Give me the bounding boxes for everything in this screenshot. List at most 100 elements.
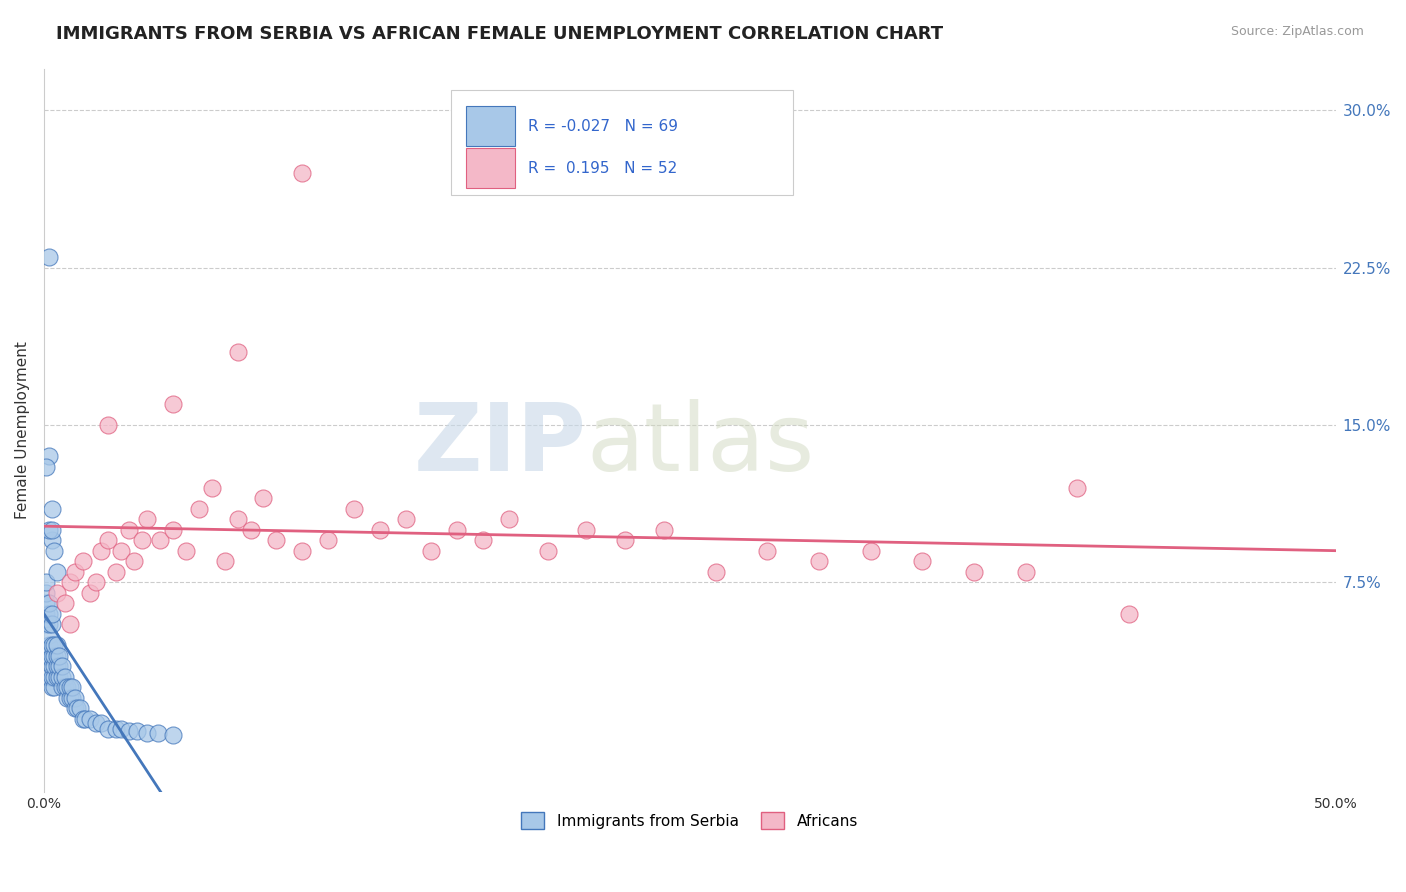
Point [859, 544, 882, 558]
Point [252, 491, 274, 506]
Point [51, 680, 73, 694]
Point [35, 648, 58, 663]
Point [162, 397, 184, 411]
Point [1118, 607, 1140, 621]
Point [41, 617, 63, 632]
Point [1014, 565, 1036, 579]
Point [498, 512, 520, 526]
Point [38, 648, 60, 663]
Point [44, 638, 66, 652]
Point [97, 417, 120, 432]
Point [35, 459, 58, 474]
Point [136, 726, 159, 740]
Point [291, 166, 314, 180]
Point [131, 533, 153, 548]
FancyBboxPatch shape [467, 106, 516, 146]
Point [41, 638, 63, 652]
Text: R =  0.195   N = 52: R = 0.195 N = 52 [529, 161, 678, 176]
Point [35, 607, 58, 621]
Point [162, 728, 184, 742]
Point [48, 648, 70, 663]
Point [35, 586, 58, 600]
Point [38, 638, 60, 652]
Point [44, 544, 66, 558]
Point [38, 450, 60, 464]
Point [45, 659, 67, 673]
Point [38, 250, 60, 264]
Point [214, 554, 236, 568]
Point [41, 680, 63, 694]
Point [72, 712, 94, 726]
Point [704, 565, 727, 579]
Point [226, 344, 249, 359]
Point [90, 715, 112, 730]
Point [136, 512, 159, 526]
Point [63, 690, 86, 705]
Text: Source: ZipAtlas.com: Source: ZipAtlas.com [1230, 25, 1364, 38]
Point [110, 722, 132, 736]
Point [84, 575, 107, 590]
Point [41, 533, 63, 548]
Point [72, 554, 94, 568]
Text: IMMIGRANTS FROM SERBIA VS AFRICAN FEMALE UNEMPLOYMENT CORRELATION CHART: IMMIGRANTS FROM SERBIA VS AFRICAN FEMALE… [56, 25, 943, 43]
Point [63, 565, 86, 579]
Y-axis label: Female Unemployment: Female Unemployment [15, 342, 30, 519]
Point [266, 533, 288, 548]
Point [41, 501, 63, 516]
Point [38, 628, 60, 642]
Point [75, 712, 97, 726]
Point [41, 648, 63, 663]
Text: ZIP: ZIP [413, 399, 586, 491]
Point [59, 617, 82, 632]
Point [53, 670, 76, 684]
Point [66, 701, 89, 715]
Point [420, 544, 443, 558]
Point [38, 523, 60, 537]
Point [59, 575, 82, 590]
Point [38, 617, 60, 632]
Point [174, 544, 197, 558]
Point [90, 544, 112, 558]
Point [911, 554, 934, 568]
Point [97, 722, 120, 736]
Point [44, 648, 66, 663]
Point [35, 575, 58, 590]
Text: R = -0.027   N = 69: R = -0.027 N = 69 [529, 119, 678, 134]
Point [201, 481, 224, 495]
Point [56, 690, 79, 705]
Point [226, 512, 249, 526]
Point [41, 659, 63, 673]
Point [1066, 481, 1088, 495]
Point [53, 680, 76, 694]
Point [963, 565, 986, 579]
Point [472, 533, 495, 548]
Point [35, 596, 58, 610]
Point [44, 670, 66, 684]
Point [41, 607, 63, 621]
Point [35, 617, 58, 632]
Point [291, 544, 314, 558]
Point [69, 701, 91, 715]
Point [105, 565, 128, 579]
Point [575, 523, 598, 537]
Point [45, 638, 67, 652]
Point [48, 659, 70, 673]
Point [187, 501, 209, 516]
Point [118, 724, 141, 739]
Point [63, 701, 86, 715]
Point [124, 554, 146, 568]
Point [79, 712, 101, 726]
Point [756, 544, 779, 558]
Point [59, 680, 82, 694]
Point [316, 533, 339, 548]
Point [394, 512, 416, 526]
FancyBboxPatch shape [467, 148, 516, 188]
Point [38, 607, 60, 621]
Point [44, 659, 66, 673]
Point [79, 586, 101, 600]
Point [368, 523, 391, 537]
Point [41, 670, 63, 684]
Point [97, 533, 120, 548]
Legend: Immigrants from Serbia, Africans: Immigrants from Serbia, Africans [516, 806, 865, 835]
FancyBboxPatch shape [451, 90, 793, 195]
